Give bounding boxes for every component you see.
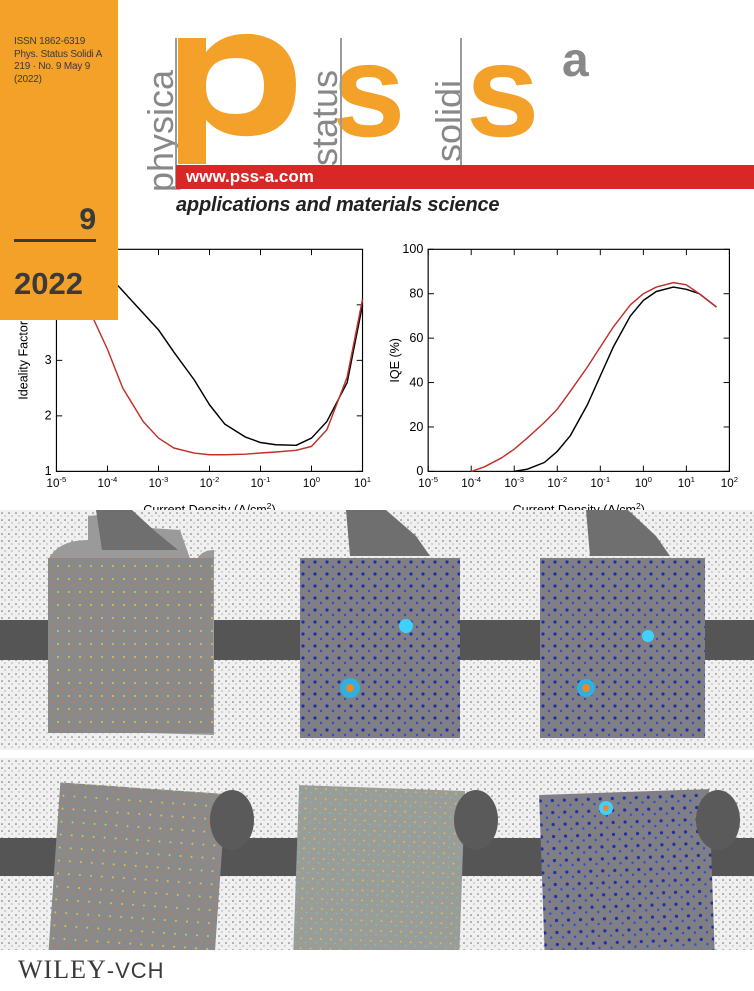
- iqe-chart: 10-5 10-4 10-3 10-2 10-1 100 101 102 0 20 40 60 80 10…: [388, 242, 738, 510]
- masthead-divider: [175, 38, 177, 188]
- issue-year-overlay: 2022: [14, 266, 83, 301]
- y-tick-label: 1: [45, 464, 52, 478]
- photo-panel-5: [293, 785, 498, 950]
- plot-frame: [427, 248, 730, 472]
- series-line-0: [101, 265, 364, 447]
- photo-panel-6: [539, 789, 740, 950]
- y-tick-label: 2: [45, 409, 52, 423]
- issue-divider-overlay: [14, 239, 96, 242]
- publisher-vch: -VCH: [106, 958, 165, 983]
- x-tick-label: 101: [354, 475, 371, 490]
- x-tick-label: 100: [303, 475, 320, 490]
- journal-abbrev-line: Phys. Status Solidi A: [14, 48, 103, 60]
- publisher-wiley: WILEY: [18, 955, 107, 984]
- ideality-factor-chart: 10-510-410-310-210-11001011234Current De…: [16, 248, 371, 510]
- photo-row-bottom: [0, 758, 754, 950]
- x-tick-label: 10-4: [98, 475, 118, 490]
- y-tick-label: 40: [409, 375, 423, 389]
- x-tick-label: 100: [635, 475, 652, 490]
- year-line: (2022): [14, 73, 42, 85]
- x-tick-label: 101: [678, 475, 695, 490]
- cover-charts: 10-510-410-310-210-11001011234Current De…: [0, 230, 754, 510]
- title-s1-glyph: s: [332, 17, 405, 164]
- x-tick-label: 10-5: [47, 475, 67, 490]
- masthead-divider-2: [340, 38, 342, 166]
- series-line-0: [514, 286, 717, 473]
- x-tick-label: 10-2: [547, 475, 567, 490]
- photo-panel-1: [48, 510, 214, 735]
- title-s2-glyph: s: [466, 17, 539, 164]
- masthead-divider-3: [460, 38, 462, 166]
- photo-panel-3: [540, 510, 705, 738]
- x-tick-label: 10-2: [200, 475, 220, 490]
- x-axis-label: Current Density (A/cm2): [143, 501, 275, 510]
- y-tick-label: 3: [45, 353, 52, 367]
- title-letter-s-2: s: [466, 17, 539, 164]
- x-tick-label: 102: [721, 475, 738, 490]
- issue-number: 9: [79, 203, 96, 236]
- masthead-title: s s a: [178, 17, 589, 165]
- y-axis-label: IQE (%): [388, 338, 402, 383]
- y-tick-label: 0: [416, 464, 423, 478]
- x-tick-label: 10-4: [461, 475, 481, 490]
- x-tick-label: 10-5: [418, 475, 438, 490]
- x-axis-label: Current Density (A/cm2): [513, 501, 645, 510]
- publisher-logo: WILEY-VCH: [18, 955, 165, 985]
- title-superscript-a: a: [562, 34, 589, 87]
- series-line-1: [80, 276, 364, 456]
- x-tick-label: 10-1: [590, 475, 610, 490]
- series-line-1: [470, 281, 717, 473]
- x-tick-label: 10-3: [149, 475, 169, 490]
- luminescence-images: [0, 510, 754, 950]
- issue-number-overlay: 9: [79, 203, 96, 236]
- photo-panel-4: [48, 782, 254, 950]
- masthead-word-solidi: solidi: [428, 79, 469, 162]
- issn-info: ISSN 1862-6319 Phys. Status Solidi A 219…: [14, 36, 102, 86]
- issn-line: ISSN 1862-6319: [14, 36, 86, 47]
- issue-block-overlap: [0, 230, 118, 320]
- title-letter-p: [178, 33, 296, 165]
- volume-line: 219 · No. 9 May 9: [14, 61, 91, 72]
- journal-subtitle: applications and materials science: [176, 194, 500, 216]
- x-tick-label: 10-1: [251, 475, 271, 490]
- y-axis-label: Ideality Factor: [16, 321, 30, 400]
- journal-url[interactable]: www.pss-a.com: [186, 167, 314, 186]
- photo-row-top: [0, 510, 754, 750]
- y-tick-label: 100: [402, 242, 423, 256]
- y-tick-label: 20: [409, 420, 423, 434]
- y-tick-label: 80: [409, 287, 423, 301]
- x-tick-label: 10-3: [504, 475, 524, 490]
- photo-panel-2: [300, 510, 460, 738]
- y-tick-label: 60: [409, 331, 423, 345]
- url-banner: [176, 165, 754, 189]
- title-letter-s-1: s: [332, 17, 405, 164]
